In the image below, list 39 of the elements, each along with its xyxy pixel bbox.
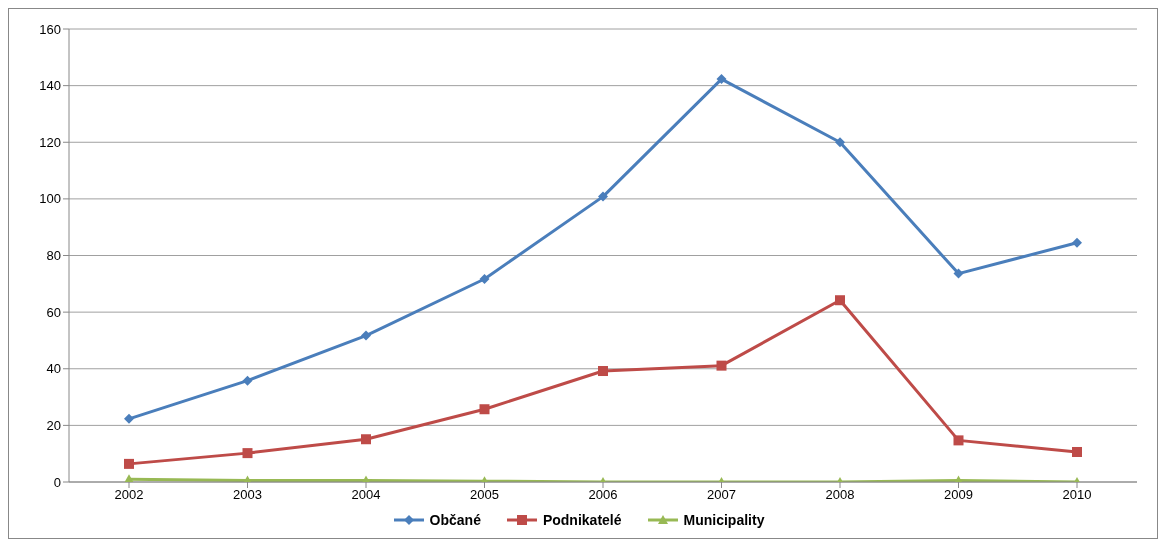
point	[716, 360, 727, 371]
point	[124, 458, 134, 469]
point	[361, 330, 371, 341]
point	[598, 191, 608, 202]
x-tick-label: 2007	[707, 487, 736, 503]
x-tick-label: 2002	[114, 487, 144, 503]
y-tick-label: 80	[46, 248, 61, 264]
x-tick-label: 2010	[1062, 487, 1092, 503]
x-tick-label: 2003	[233, 487, 262, 503]
y-tick-label: 100	[39, 191, 61, 207]
x-tick-label: 2009	[944, 487, 973, 503]
point	[1072, 237, 1082, 248]
point	[242, 375, 253, 386]
point	[1072, 446, 1082, 457]
point	[479, 404, 490, 415]
y-tick-label: 20	[46, 417, 61, 433]
x-tick-label: 2005	[470, 487, 499, 503]
point	[242, 448, 253, 459]
point	[479, 274, 490, 284]
y-tick-label: 120	[39, 134, 61, 150]
x-tick-label: 2008	[825, 487, 855, 503]
x-tick-label: 2004	[351, 487, 381, 503]
x-tick-label: 2006	[588, 487, 618, 503]
point	[124, 413, 134, 424]
y-tick-label: 60	[46, 304, 61, 320]
point	[953, 435, 964, 446]
point	[361, 434, 371, 445]
y-tick-label: 160	[39, 21, 61, 37]
point	[598, 366, 608, 377]
legend-label: Podnikatelé	[541, 512, 622, 528]
y-tick-label: 0	[53, 474, 61, 490]
point	[716, 74, 727, 85]
point	[835, 137, 845, 148]
legend-label: Municipality	[682, 512, 765, 528]
y-tick-label: 140	[39, 78, 61, 94]
y-tick-label: 40	[46, 361, 61, 377]
legend-label: Občané	[428, 512, 481, 528]
point	[835, 295, 845, 306]
point	[953, 268, 964, 279]
